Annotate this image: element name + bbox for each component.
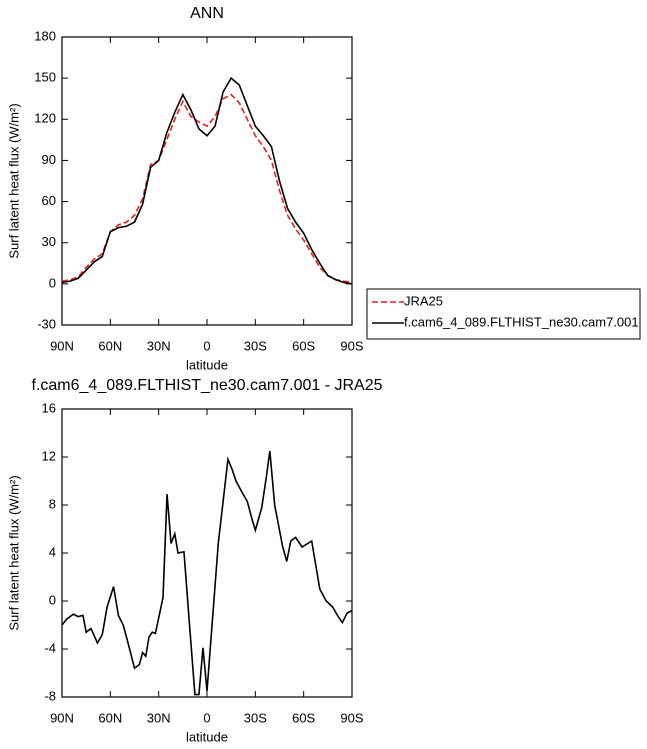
x-tick-label: 0 [203, 338, 210, 353]
y-tick-label: 60 [42, 193, 56, 208]
x-tick-label: 60N [98, 710, 122, 725]
y-tick-label: -8 [44, 688, 56, 703]
y-tick-label: 8 [49, 496, 56, 511]
x-axis-label: latitude [186, 357, 228, 372]
legend-label: JRA25 [404, 293, 443, 308]
x-axis-label: latitude [186, 729, 228, 744]
chart-title: ANN [190, 5, 224, 22]
x-tick-label: 30N [147, 710, 171, 725]
series-line [61, 76, 353, 285]
x-tick-label: 0 [203, 710, 210, 725]
x-tick-label: 30S [244, 338, 267, 353]
y-tick-label: -30 [37, 316, 56, 331]
y-tick-label: 0 [49, 275, 56, 290]
series-line [61, 450, 353, 696]
plot-frame [61, 408, 353, 698]
x-tick-label: 60S [292, 710, 315, 725]
plot-frame [61, 36, 353, 326]
x-tick-label: 30N [147, 338, 171, 353]
y-tick-label: 12 [42, 448, 56, 463]
x-tick-label: 90S [340, 710, 363, 725]
legend-label: f.cam6_4_089.FLTHIST_ne30.cam7.001 [404, 314, 639, 329]
y-tick-label: 0 [49, 592, 56, 607]
x-tick-label: 60N [98, 338, 122, 353]
y-tick-label: 150 [34, 70, 56, 85]
y-axis-label: Surf latent heat flux (W/m²) [6, 475, 21, 630]
x-tick-label: 60S [292, 338, 315, 353]
y-axis-label: Surf latent heat flux (W/m²) [6, 103, 21, 258]
y-tick-label: 180 [34, 28, 56, 43]
y-tick-label: 4 [49, 544, 56, 559]
x-tick-label: 90N [50, 710, 74, 725]
y-tick-label: 30 [42, 234, 56, 249]
x-tick-label: 30S [244, 710, 267, 725]
legend-box [366, 288, 641, 340]
y-tick-label: -4 [44, 640, 56, 655]
x-tick-label: 90N [50, 338, 74, 353]
y-tick-label: 90 [42, 152, 56, 167]
x-tick-label: 90S [340, 338, 363, 353]
y-tick-label: 120 [34, 111, 56, 126]
chart-title: f.cam6_4_089.FLTHIST_ne30.cam7.001 - JRA… [32, 377, 383, 394]
series-line [61, 93, 353, 284]
y-tick-label: 16 [42, 400, 56, 415]
